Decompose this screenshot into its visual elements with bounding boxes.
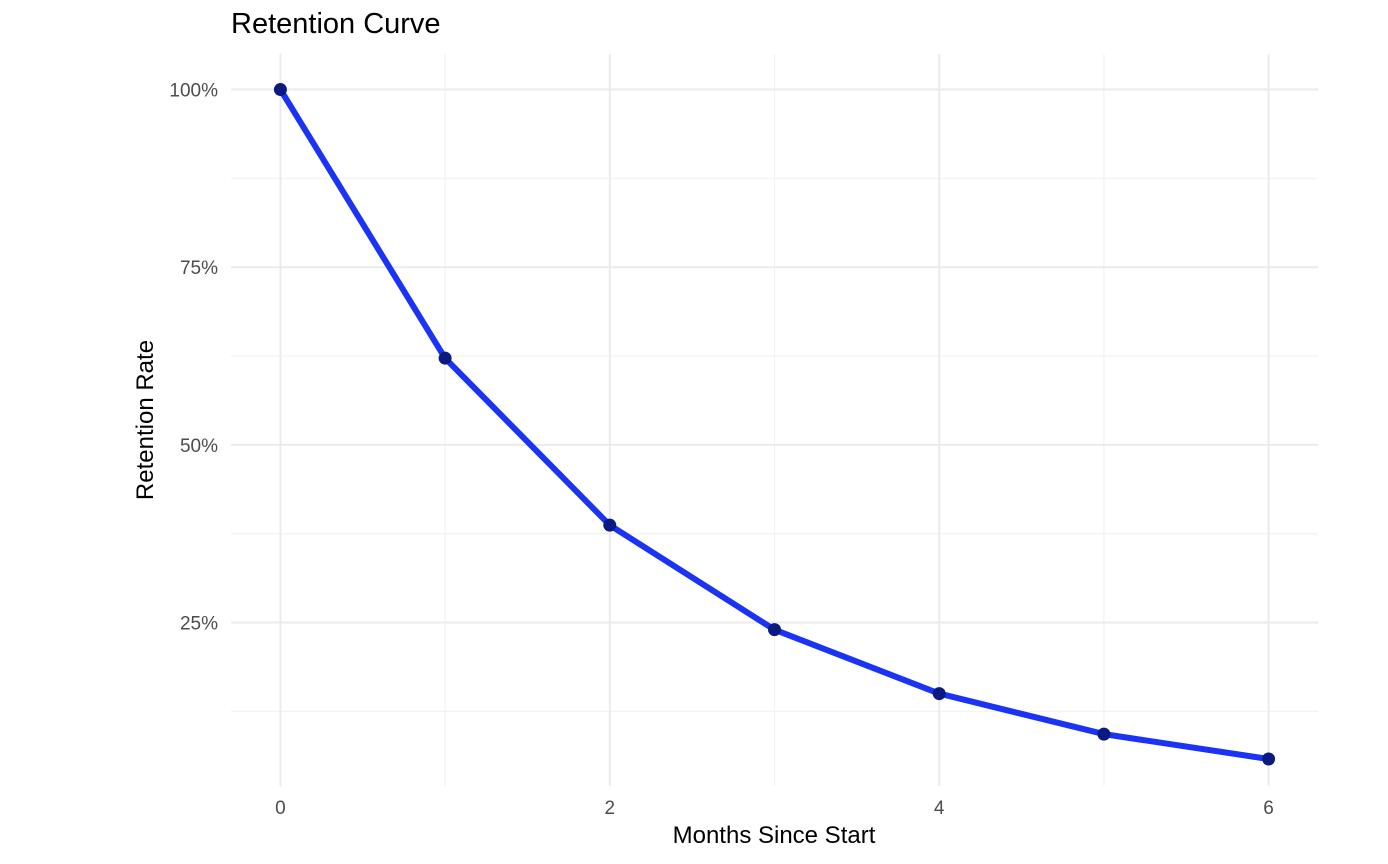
x-tick-label: 6	[1263, 798, 1274, 819]
data-point	[932, 687, 946, 701]
y-tick-label: 25%	[180, 614, 218, 635]
grid-lines	[231, 54, 1318, 786]
data-point	[1097, 727, 1111, 741]
data-point	[768, 623, 781, 637]
series-layer	[273, 83, 1276, 766]
x-axis-title: Months Since Start	[673, 822, 876, 849]
data-point	[273, 83, 287, 97]
y-axis-ticks: 25% 50% 75% 100%	[169, 81, 218, 635]
data-point	[1262, 752, 1276, 766]
y-tick-label: 75%	[180, 258, 218, 279]
x-tick-label: 2	[605, 798, 616, 819]
x-tick-label: 4	[934, 798, 945, 819]
x-tick-label: 0	[275, 798, 286, 819]
chart-title: Retention Curve	[231, 8, 441, 40]
y-tick-label: 100%	[169, 81, 218, 102]
x-axis-ticks: 0 2 4 6	[275, 798, 1274, 819]
y-axis-title: Retention Rate	[132, 340, 159, 500]
y-tick-label: 50%	[180, 436, 218, 457]
data-point	[603, 518, 617, 532]
data-point	[438, 351, 452, 365]
